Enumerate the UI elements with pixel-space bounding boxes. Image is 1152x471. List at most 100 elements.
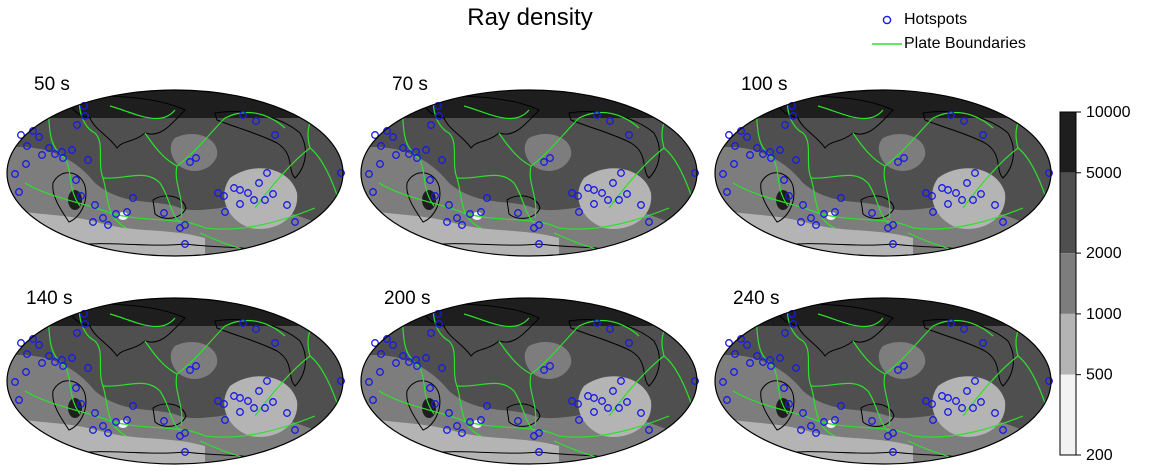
plate-boundary-0	[78, 93, 128, 229]
chart-title: Ray density	[467, 4, 593, 31]
hotspot-16	[831, 208, 839, 216]
hotspot-5	[38, 151, 46, 159]
colorbar: 10000 5000 2000 1000 500 200	[1059, 104, 1131, 464]
hotspot-35	[617, 169, 625, 177]
ray-density-field	[361, 298, 697, 464]
hotspot-31	[963, 179, 971, 187]
hotspot-45	[691, 377, 699, 385]
hotspot-46	[766, 356, 774, 364]
hotspot-4	[376, 160, 384, 168]
coastline-2	[860, 403, 895, 427]
density-africa-dark	[776, 398, 790, 418]
hotspot-37	[789, 320, 797, 328]
hotspot-4	[22, 160, 30, 168]
density-pacific-light	[932, 376, 1006, 437]
hotspot-35	[971, 377, 979, 385]
hotspot-7	[405, 358, 413, 366]
hotspot-30	[250, 404, 258, 412]
coastline-0	[420, 303, 540, 357]
hotspot-7	[759, 150, 767, 158]
hotspot-4	[730, 368, 738, 376]
hotspot-0	[371, 339, 379, 347]
hotspot-17	[797, 218, 805, 226]
density-pacific-light	[578, 376, 652, 437]
plate-boundary-6	[254, 147, 339, 209]
hotspot-19	[514, 209, 522, 217]
hotspot-42	[593, 111, 601, 119]
hotspot-19	[868, 417, 876, 425]
hotspot-24	[922, 189, 930, 197]
hotspot-44	[625, 339, 633, 347]
colorbar-tick-label-2: 2000	[1086, 245, 1122, 262]
hotspot-25	[928, 192, 936, 200]
hotspot-46	[412, 148, 420, 156]
hotspot-34	[637, 201, 645, 209]
hotspot-49	[291, 426, 299, 434]
plate-boundaries	[732, 301, 1047, 462]
hotspot-30	[958, 404, 966, 412]
hotspot-40	[365, 170, 373, 178]
hotspot-41	[546, 362, 554, 370]
coastline-4	[64, 243, 268, 253]
hotspot-3	[743, 133, 751, 141]
hotspot-16	[123, 208, 131, 216]
hotspot-17	[89, 426, 97, 434]
hotspot-14	[104, 429, 112, 437]
hotspot-23	[186, 158, 194, 166]
hotspot-48	[575, 416, 583, 424]
hotspot-0	[725, 339, 733, 347]
hotspot-34	[637, 409, 645, 417]
hotspot-44	[979, 339, 987, 347]
map-outline	[6, 297, 344, 465]
hotspot-23	[186, 366, 194, 374]
hotspot-17	[89, 218, 97, 226]
hotspot-28	[236, 200, 244, 208]
hotspot-13	[807, 214, 815, 222]
map-panel-70s	[360, 89, 699, 257]
hotspot-41	[192, 362, 200, 370]
density-north-band	[361, 298, 697, 326]
density-africa-dark	[68, 190, 82, 210]
hotspot-27	[236, 186, 244, 194]
plate-boundary-3	[102, 174, 181, 224]
hotspot-46	[412, 356, 420, 364]
hotspot-21	[889, 448, 897, 456]
hotspot-22	[181, 429, 189, 437]
plate-boundary-3	[810, 382, 889, 432]
hotspot-47	[837, 194, 845, 202]
density-pacific-light	[224, 376, 298, 437]
hotspot-47	[129, 402, 137, 410]
hotspot-29	[952, 189, 960, 197]
hotspot-48	[575, 208, 583, 216]
hotspot-46	[58, 148, 66, 156]
hotspot-40	[11, 378, 19, 386]
panel-label-140s: 140 s	[26, 288, 73, 309]
density-north-band	[361, 90, 697, 118]
hotspot-6	[753, 144, 761, 152]
hotspot-35	[971, 169, 979, 177]
hotspot-27	[590, 186, 598, 194]
hotspot-15	[466, 210, 474, 218]
hotspot-6	[399, 144, 407, 152]
hotspot-12	[799, 409, 807, 417]
hotspot-27	[944, 186, 952, 194]
hotspot-6	[45, 144, 53, 152]
hotspot-0	[725, 131, 733, 139]
plate-boundary-2	[378, 182, 670, 230]
hotspot-45	[337, 169, 345, 177]
density-north-band	[7, 298, 343, 326]
hotspot-45	[691, 169, 699, 177]
hotspot-10	[426, 384, 434, 392]
hotspot-13	[453, 422, 461, 430]
plate-boundary-line-icon	[872, 43, 902, 45]
hotspot-5	[38, 359, 46, 367]
hotspot-18	[431, 192, 439, 200]
density-north-band	[715, 298, 1051, 326]
hotspot-43	[960, 117, 968, 125]
plate-boundary-9	[463, 313, 530, 328]
hotspot-13	[99, 422, 107, 430]
colorbar-level-2	[1060, 253, 1076, 314]
plate-boundary-5	[176, 111, 286, 167]
plate-boundary-5	[530, 111, 640, 167]
plate-boundaries	[378, 301, 693, 462]
